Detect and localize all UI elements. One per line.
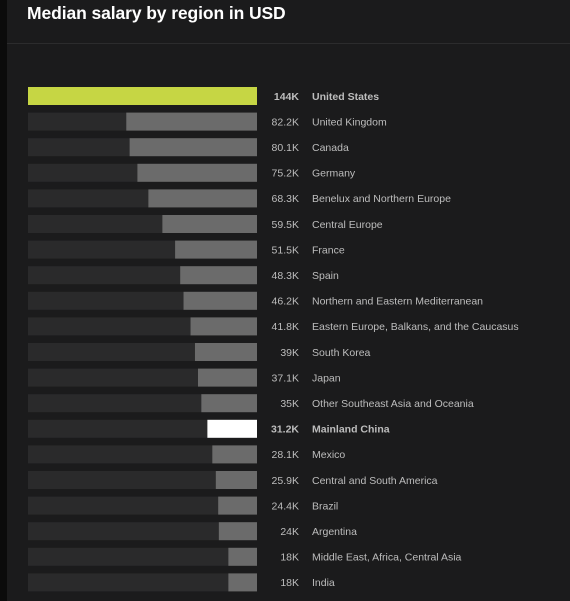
bar-united-kingdom bbox=[126, 112, 257, 131]
value-label-middle-east-africa-central-asia: 18K bbox=[280, 552, 299, 564]
category-label-northern-and-eastern-mediterranean: Northern and Eastern Mediterranean bbox=[312, 296, 483, 308]
title-divider bbox=[7, 43, 570, 44]
value-label-brazil: 24.4K bbox=[272, 500, 299, 512]
category-label-france: France bbox=[312, 244, 345, 256]
category-label-mainland-china: Mainland China bbox=[312, 424, 390, 436]
category-label-mexico: Mexico bbox=[312, 449, 345, 461]
chart-title: Median salary by region in USD bbox=[27, 3, 286, 23]
bar-track-brazil bbox=[28, 496, 257, 515]
value-label-united-kingdom: 82.2K bbox=[272, 116, 299, 128]
value-label-united-states: 144K bbox=[274, 91, 300, 103]
value-label-germany: 75.2K bbox=[272, 168, 299, 180]
bar-track-india bbox=[28, 573, 257, 592]
category-label-central-and-south-america: Central and South America bbox=[312, 475, 438, 487]
value-label-argentina: 24K bbox=[280, 526, 299, 538]
bar-france bbox=[175, 240, 257, 259]
bar-central-and-south-america bbox=[215, 471, 257, 489]
bar-track-mexico bbox=[28, 445, 257, 464]
bar-track-central-and-south-america bbox=[28, 471, 257, 489]
category-label-eastern-europe-balkans-and-the-caucasus: Eastern Europe, Balkans, and the Caucasu… bbox=[312, 321, 519, 333]
bar-benelux-and-northern-europe bbox=[148, 189, 257, 208]
category-label-spain: Spain bbox=[312, 270, 339, 282]
bar-middle-east-africa-central-asia bbox=[228, 547, 257, 566]
bar-northern-and-eastern-mediterranean bbox=[183, 291, 257, 310]
value-label-india: 18K bbox=[280, 577, 299, 589]
bar-united-states bbox=[28, 87, 257, 105]
category-label-middle-east-africa-central-asia: Middle East, Africa, Central Asia bbox=[312, 552, 462, 564]
bar-other-southeast-asia-and-oceania bbox=[201, 394, 257, 413]
value-label-other-southeast-asia-and-oceania: 35K bbox=[280, 398, 299, 410]
category-label-united-states: United States bbox=[312, 91, 379, 103]
bar-south-korea bbox=[194, 343, 257, 361]
bar-argentina bbox=[218, 522, 257, 541]
category-label-south-korea: South Korea bbox=[312, 347, 371, 359]
value-label-france: 51.5K bbox=[272, 244, 299, 256]
value-label-canada: 80.1K bbox=[272, 142, 299, 154]
bar-track-other-southeast-asia-and-oceania bbox=[28, 394, 257, 413]
category-label-india: India bbox=[312, 577, 335, 589]
category-label-other-southeast-asia-and-oceania: Other Southeast Asia and Oceania bbox=[312, 398, 474, 410]
category-label-canada: Canada bbox=[312, 142, 349, 154]
bar-eastern-europe-balkans-and-the-caucasus bbox=[190, 317, 257, 336]
category-label-central-europe: Central Europe bbox=[312, 219, 383, 231]
value-label-south-korea: 39K bbox=[280, 347, 299, 359]
value-label-benelux-and-northern-europe: 68.3K bbox=[272, 193, 299, 205]
category-label-benelux-and-northern-europe: Benelux and Northern Europe bbox=[312, 193, 451, 205]
value-label-central-and-south-america: 25.9K bbox=[272, 475, 299, 487]
bar-mexico bbox=[212, 445, 257, 464]
value-label-spain: 48.3K bbox=[272, 270, 299, 282]
value-label-central-europe: 59.5K bbox=[272, 219, 299, 231]
bar-spain bbox=[180, 266, 257, 285]
bar-central-europe bbox=[162, 215, 257, 233]
bar-track-argentina bbox=[28, 522, 257, 541]
bar-brazil bbox=[218, 496, 257, 515]
bar-india bbox=[228, 573, 257, 592]
category-label-argentina: Argentina bbox=[312, 526, 357, 538]
bar-canada bbox=[129, 138, 257, 157]
value-label-mexico: 28.1K bbox=[272, 449, 299, 461]
category-label-united-kingdom: United Kingdom bbox=[312, 116, 387, 128]
value-label-eastern-europe-balkans-and-the-caucasus: 41.8K bbox=[272, 321, 299, 333]
value-label-northern-and-eastern-mediterranean: 46.2K bbox=[272, 296, 299, 308]
value-label-mainland-china: 31.2K bbox=[271, 424, 299, 436]
bar-japan bbox=[198, 368, 257, 387]
bar-mainland-china bbox=[207, 419, 257, 438]
value-label-japan: 37.1K bbox=[272, 372, 299, 384]
category-label-brazil: Brazil bbox=[312, 500, 338, 512]
bar-track-mainland-china bbox=[28, 419, 257, 438]
category-label-germany: Germany bbox=[312, 168, 356, 180]
category-label-japan: Japan bbox=[312, 372, 341, 384]
bar-track-middle-east-africa-central-asia bbox=[28, 547, 257, 566]
bar-germany bbox=[137, 163, 257, 182]
